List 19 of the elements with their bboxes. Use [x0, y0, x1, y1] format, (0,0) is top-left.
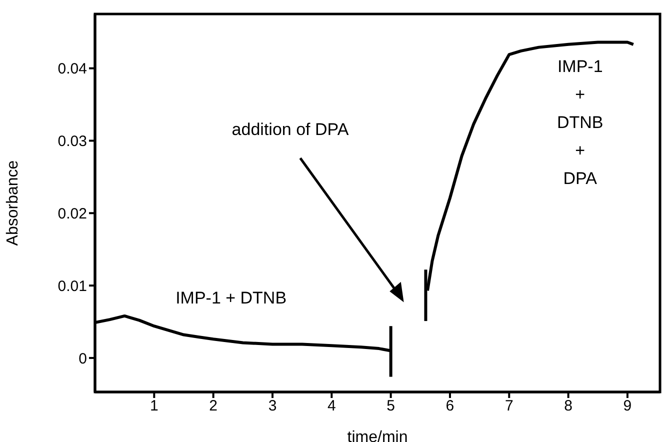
x-tick-label: 9	[623, 398, 632, 415]
x-tick-label: 5	[386, 398, 395, 415]
y-tick-label: 0.01	[58, 278, 87, 295]
x-tick-label: 2	[209, 398, 218, 415]
x-tick-label: 3	[268, 398, 277, 415]
x-tick-label: 8	[564, 398, 572, 415]
x-tick-label: 4	[327, 398, 336, 415]
y-tick-label: 0	[78, 350, 87, 368]
y-axis-title: Absorbance	[4, 160, 22, 246]
x-axis-title: time/min	[347, 429, 408, 442]
annotation: IMP-1 + DTNB + DPA	[556, 56, 604, 188]
annotation: addition of DPA	[232, 120, 350, 139]
annotation: IMP-1 + DTNB	[176, 288, 287, 308]
x-tick-label: 6	[446, 398, 454, 415]
y-tick-label: 0.04	[58, 60, 87, 78]
x-tick-label: 7	[504, 398, 514, 415]
x-tick-label: 1	[150, 398, 158, 415]
y-tick-label: 0.03	[58, 133, 87, 150]
y-tick-label: 0.02	[58, 205, 87, 222]
